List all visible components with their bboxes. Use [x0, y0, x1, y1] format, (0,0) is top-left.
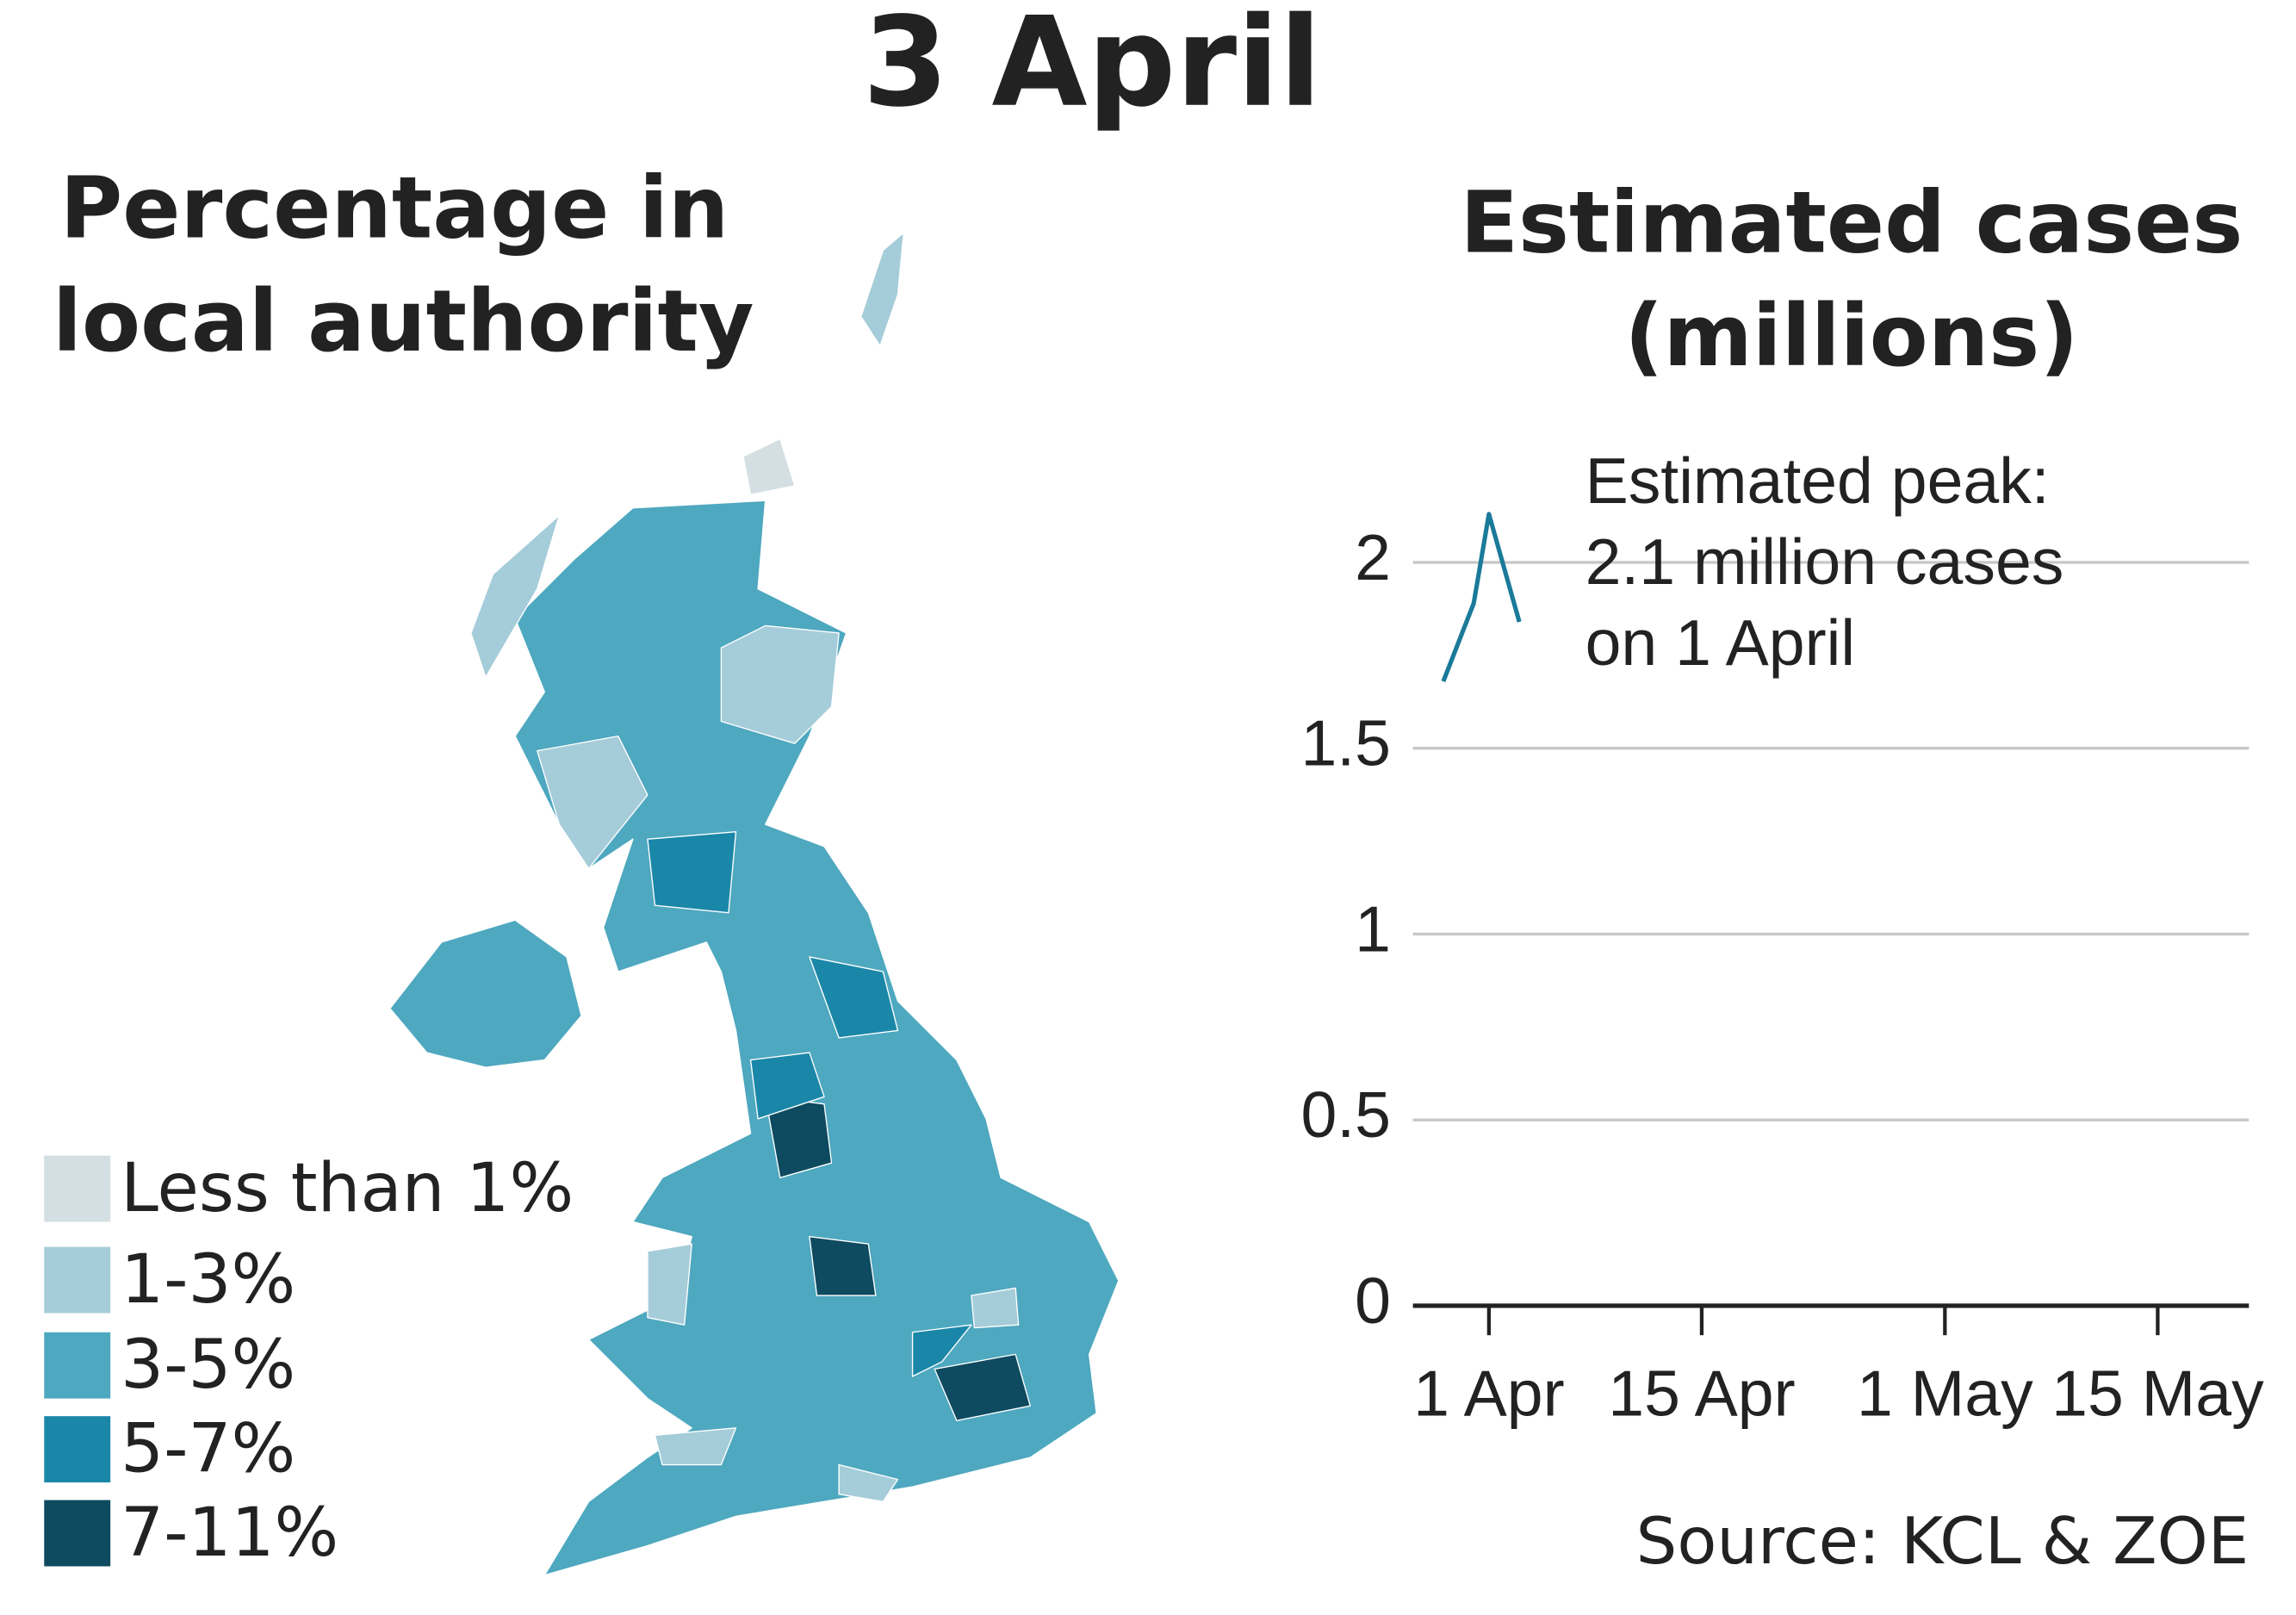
london: [934, 1353, 1031, 1421]
legend-label: Less than 1%: [121, 1148, 574, 1227]
legend-label: 3-5%: [121, 1325, 295, 1404]
cornwall-patch: [654, 1427, 737, 1466]
legend-label: 5-7%: [121, 1408, 295, 1488]
aberdeenshire: [720, 624, 840, 744]
chart-title: (millions): [1624, 287, 2078, 386]
legend-label: 7-11%: [121, 1493, 338, 1572]
y-tick-label: 0: [1355, 1264, 1391, 1337]
northern-ireland: [389, 919, 582, 1068]
lancashire: [749, 1052, 825, 1120]
orkney: [742, 438, 796, 496]
north-england: [809, 956, 899, 1039]
y-tick-label: 0.5: [1300, 1078, 1391, 1151]
hebrides: [470, 514, 561, 678]
map-title: local authority: [53, 272, 754, 371]
legend-swatch: [44, 1246, 111, 1314]
annotation: 2.1 million cases: [1585, 525, 2064, 598]
source: Source: KCL & ZOE: [1636, 1503, 2249, 1579]
suffolk-patch: [971, 1287, 1020, 1329]
main-title: 3 April: [863, 0, 1322, 134]
argyll: [537, 735, 648, 870]
x-tick-label: 1 Apr: [1413, 1357, 1565, 1430]
legend: Less than 1% 1-3%3-5%5-7%7-11%: [44, 1148, 574, 1572]
legend-swatch: [44, 1500, 111, 1567]
central-scotland: [647, 831, 737, 914]
line: [1441, 512, 1522, 682]
annotation: on 1 April: [1585, 606, 1856, 679]
birmingham: [809, 1235, 877, 1296]
south-patch: [838, 1463, 899, 1502]
legend-swatch: [44, 1416, 111, 1483]
legend-swatch: [44, 1155, 111, 1222]
annotation: Estimated peak:: [1585, 444, 2050, 517]
shetland: [860, 232, 904, 347]
y-tick-label: 1.5: [1300, 707, 1391, 780]
wales-patch: [647, 1243, 692, 1326]
x-tick-label: 15 Apr: [1608, 1357, 1795, 1430]
y-tick-label: 2: [1355, 521, 1391, 593]
legend-swatch: [44, 1332, 111, 1399]
line-chart: 0 0.5 1 1.5 2 1 Apr 15 Apr 1 May 15 May Estimated…: [1300, 444, 2264, 1579]
chart-title: Estimated cases: [1460, 173, 2243, 272]
y-tick-label: 1: [1355, 892, 1391, 965]
x-tick-label: 1 May: [1857, 1357, 2033, 1430]
map-title: Percentage in: [60, 158, 729, 258]
uk-map: [389, 232, 1120, 1576]
legend-label: 1-3%: [121, 1239, 295, 1319]
home-counties: [911, 1324, 972, 1377]
x-tick-label: 15 May: [2051, 1357, 2264, 1430]
